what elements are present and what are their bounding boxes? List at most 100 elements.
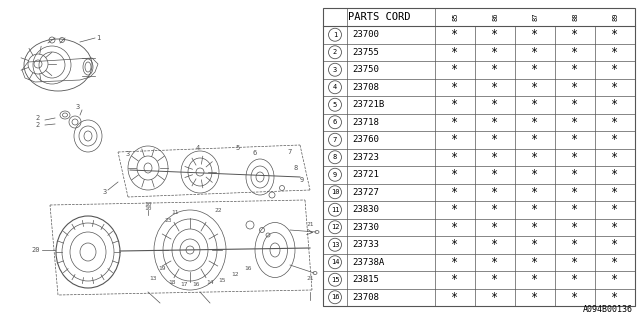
Text: *: * [451, 116, 459, 129]
Text: 85: 85 [452, 13, 458, 21]
Text: 7: 7 [333, 137, 337, 143]
Text: *: * [611, 168, 619, 181]
Circle shape [328, 81, 342, 94]
Text: 88: 88 [572, 13, 578, 21]
Text: 23700: 23700 [352, 30, 379, 39]
Text: 3: 3 [126, 151, 130, 157]
Text: *: * [451, 46, 459, 59]
Text: *: * [611, 151, 619, 164]
Text: *: * [451, 28, 459, 41]
Text: 23755: 23755 [352, 48, 379, 57]
Text: *: * [611, 256, 619, 269]
Text: 12: 12 [231, 273, 239, 277]
Text: 21: 21 [307, 276, 314, 281]
Text: 14: 14 [206, 281, 214, 285]
Text: 16: 16 [244, 266, 252, 270]
Text: 10: 10 [331, 189, 339, 195]
Text: 23: 23 [164, 218, 172, 222]
Text: 2: 2 [333, 49, 337, 55]
Text: 15: 15 [218, 277, 226, 283]
Text: *: * [451, 81, 459, 94]
Text: 15: 15 [331, 277, 339, 283]
Text: 10: 10 [144, 203, 152, 207]
Text: *: * [451, 133, 459, 146]
Text: *: * [492, 46, 499, 59]
Text: *: * [572, 186, 579, 199]
Text: 22: 22 [214, 207, 221, 212]
Text: *: * [492, 98, 499, 111]
Text: *: * [572, 28, 579, 41]
Text: 6: 6 [253, 150, 257, 156]
Text: 4: 4 [333, 84, 337, 90]
Text: 4: 4 [196, 145, 200, 151]
Text: 3: 3 [333, 67, 337, 73]
Text: 9: 9 [333, 172, 337, 178]
Text: 19: 19 [158, 266, 166, 270]
Text: 3: 3 [76, 104, 80, 110]
Text: *: * [451, 273, 459, 286]
Text: 23760: 23760 [352, 135, 379, 144]
Text: 9: 9 [300, 177, 304, 183]
Text: *: * [451, 221, 459, 234]
Text: *: * [492, 238, 499, 251]
Text: *: * [492, 186, 499, 199]
Text: *: * [572, 238, 579, 251]
Text: *: * [451, 203, 459, 216]
Circle shape [328, 186, 342, 199]
Text: *: * [611, 116, 619, 129]
Text: 11: 11 [172, 210, 179, 214]
Text: 2: 2 [36, 122, 40, 128]
Text: 1: 1 [96, 35, 100, 41]
Text: *: * [572, 116, 579, 129]
Text: *: * [451, 63, 459, 76]
Text: *: * [531, 63, 539, 76]
Text: *: * [451, 256, 459, 269]
Text: *: * [492, 256, 499, 269]
Text: 5: 5 [333, 102, 337, 108]
Text: *: * [492, 63, 499, 76]
Text: 2: 2 [36, 115, 40, 121]
Text: 23730: 23730 [352, 223, 379, 232]
Text: *: * [531, 168, 539, 181]
Circle shape [328, 28, 342, 41]
Text: 23830: 23830 [352, 205, 379, 214]
Text: 23721: 23721 [352, 170, 379, 179]
Text: *: * [531, 256, 539, 269]
Text: 1: 1 [333, 32, 337, 38]
Text: *: * [531, 98, 539, 111]
Text: *: * [572, 46, 579, 59]
Text: *: * [492, 28, 499, 41]
Text: *: * [531, 151, 539, 164]
Text: 23721B: 23721B [352, 100, 384, 109]
Text: 17: 17 [180, 282, 188, 286]
Text: *: * [451, 151, 459, 164]
Text: *: * [451, 168, 459, 181]
Text: 13: 13 [331, 242, 339, 248]
Text: *: * [531, 221, 539, 234]
Text: 23750: 23750 [352, 65, 379, 74]
Text: *: * [572, 133, 579, 146]
Text: *: * [572, 168, 579, 181]
Text: *: * [572, 98, 579, 111]
Text: 5: 5 [236, 145, 240, 151]
Circle shape [328, 116, 342, 129]
Circle shape [328, 151, 342, 164]
Text: 23723: 23723 [352, 153, 379, 162]
Text: *: * [531, 28, 539, 41]
Text: *: * [492, 116, 499, 129]
Text: *: * [492, 133, 499, 146]
Text: *: * [572, 81, 579, 94]
Circle shape [328, 63, 342, 76]
Text: *: * [492, 221, 499, 234]
Text: A094B00136: A094B00136 [583, 305, 633, 314]
Text: *: * [611, 238, 619, 251]
Text: *: * [451, 238, 459, 251]
Circle shape [328, 256, 342, 269]
Text: 86: 86 [492, 13, 498, 21]
Text: *: * [492, 273, 499, 286]
Text: 18: 18 [168, 279, 176, 284]
Text: *: * [531, 273, 539, 286]
Text: *: * [572, 291, 579, 304]
Text: *: * [492, 291, 499, 304]
Text: *: * [611, 63, 619, 76]
